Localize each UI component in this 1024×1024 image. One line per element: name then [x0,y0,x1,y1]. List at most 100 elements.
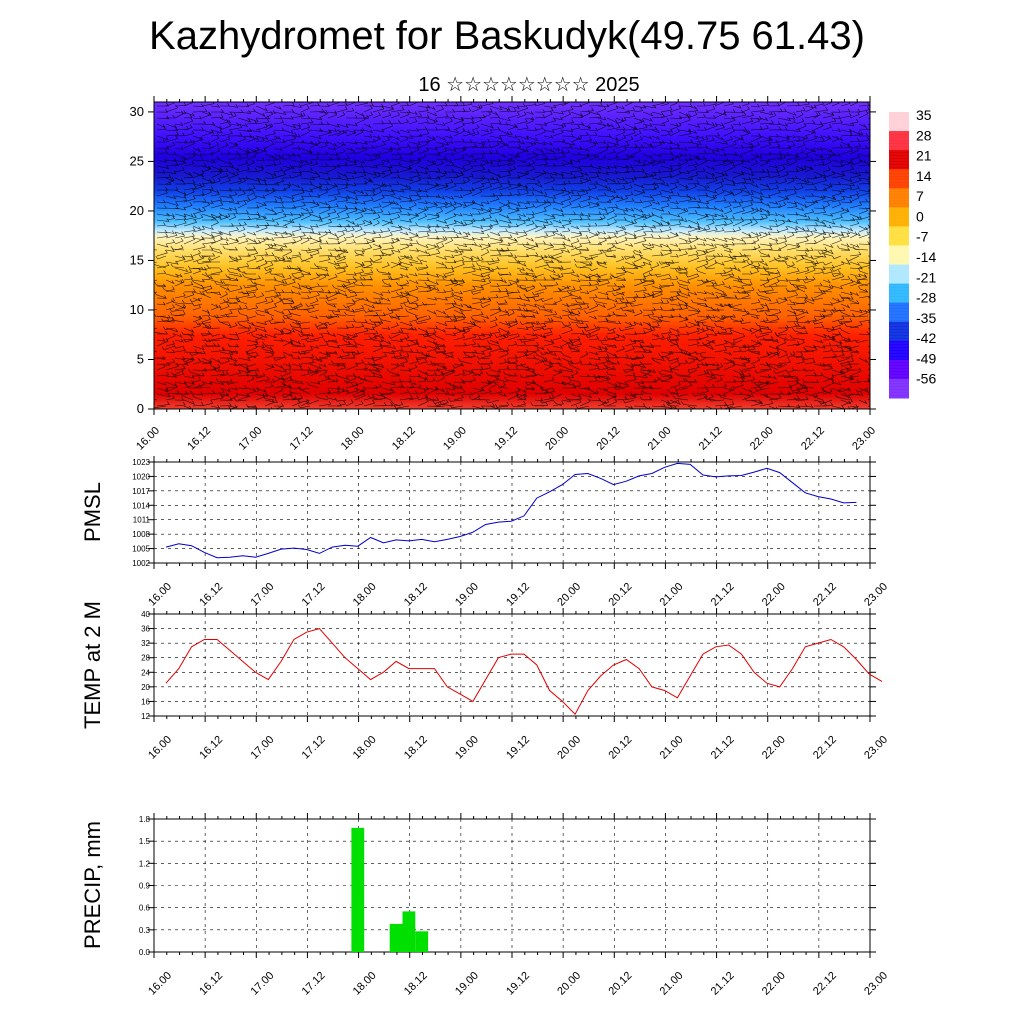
wind-barb [768,254,781,263]
wind-barb [813,235,826,245]
wind-barb [309,139,321,149]
wind-barb [561,237,571,242]
wind-barb [660,243,670,248]
wind-barb [192,226,205,233]
wind-barb [318,321,328,327]
wind-barb [669,170,682,179]
wind-barb [696,327,705,332]
wind-barb [543,309,553,314]
wind-barb [687,358,696,365]
wind-barb [814,402,828,407]
wind-barb [543,141,553,146]
wind-barb [496,248,509,252]
wind-barb [223,334,239,341]
wind-barb [759,352,770,359]
wind-barb [507,254,518,259]
wind-barb [795,141,806,149]
wind-barb [498,117,511,122]
wind-barb [615,142,630,149]
wind-barb [363,191,376,197]
wind-barb [435,236,446,240]
wind-barb [407,299,419,305]
wind-barb [839,327,851,335]
wind-barb [264,123,274,131]
wind-barb [228,171,239,179]
wind-barb [525,141,537,145]
wind-barb [552,400,564,407]
wind-barb [174,371,185,377]
wind-barb [768,108,783,113]
wind-barb [480,200,490,205]
wind-barb [714,124,725,131]
wind-barb [660,173,673,179]
colorbar-label: -42 [916,330,936,346]
wind-barb [336,325,349,329]
wind-barb [840,112,852,119]
wind-barb [615,105,625,110]
wind-barb [201,159,216,164]
wind-barb [729,316,743,323]
wind-barb [243,270,256,275]
wind-barb [507,108,517,113]
wind-barb [297,266,311,275]
wind-barb [471,256,484,263]
heat-y-tick-label: 15 [130,252,144,267]
wind-barb [318,351,329,357]
wind-barb [435,399,449,407]
wind-barb [189,297,203,303]
wind-barb [489,277,504,281]
wind-barb [615,296,625,300]
wind-barb [543,388,555,395]
wind-barb [733,339,743,344]
wind-barb [498,327,511,335]
wind-barb [273,273,286,279]
wind-barb [219,237,229,242]
wind-barb [453,219,464,225]
wind-barb [849,158,863,167]
wind-barb [561,133,574,137]
wind-barb [453,117,465,125]
wind-barb [228,369,242,377]
wind-barb [507,295,522,300]
wind-barb [222,347,239,353]
wind-barb [579,223,591,227]
wind-barb [624,191,634,197]
wind-barb [192,350,206,355]
wind-barb [831,273,842,277]
wind-barb [363,123,372,129]
wind-barb [444,117,453,125]
wind-barb [642,212,655,221]
wind-barb [174,197,188,203]
wind-barb [543,195,557,199]
colorbar-label: -49 [916,350,936,366]
wind-barb [326,315,338,320]
wind-barb [687,235,699,245]
wind-barb [237,363,250,370]
wind-barb [480,248,490,257]
wind-barb [540,333,554,338]
wind-barb [453,146,467,150]
wind-barb [534,219,549,224]
wind-barb [660,282,675,287]
wind-barb [489,231,501,237]
wind-barb [696,144,708,149]
wind-barb [372,296,384,300]
wind-barb [741,327,753,333]
wind-barb [182,357,194,363]
wind-barb [804,200,815,209]
wind-barb [633,124,648,131]
wind-barb [219,310,233,317]
wind-barb [201,216,217,221]
wind-barb [354,129,364,137]
wind-barb [687,153,701,160]
wind-barb [156,314,172,319]
wind-barb [462,220,474,227]
wind-barb [507,201,521,207]
wind-barb [570,121,584,126]
wind-barb [642,186,657,191]
wind-barb [201,188,212,197]
wind-barb [552,224,566,229]
wind-barb [804,157,815,162]
wind-barb [750,117,760,125]
wind-barb [489,135,503,139]
